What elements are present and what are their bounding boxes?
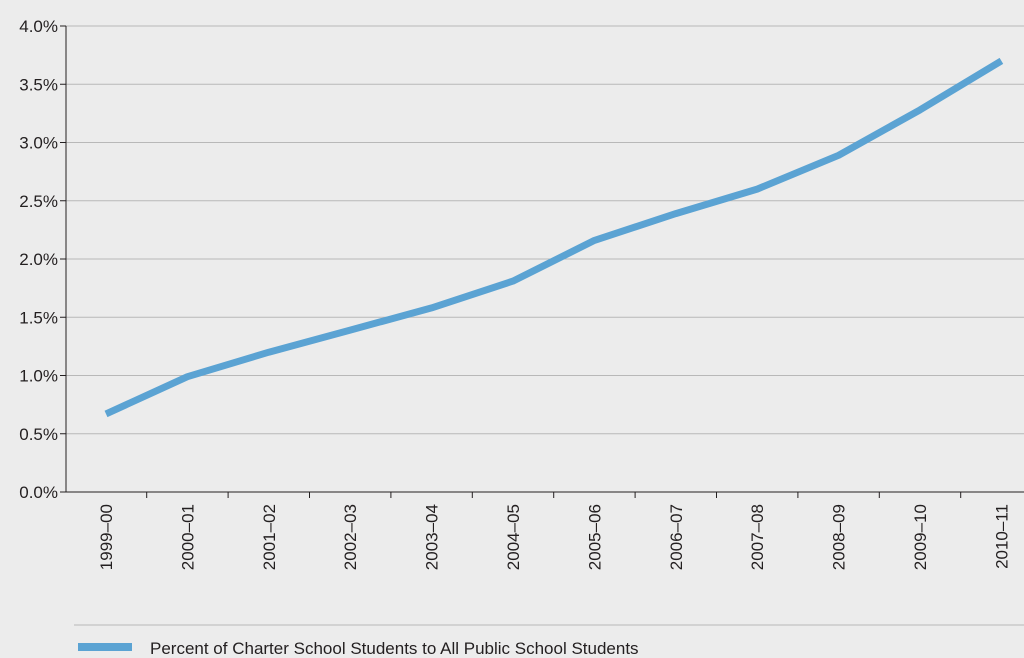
y-tick-label: 2.0% xyxy=(19,250,58,269)
y-tick-label: 1.0% xyxy=(19,367,58,386)
x-tick-label: 2000–01 xyxy=(178,504,197,570)
x-tick-label: 2003–04 xyxy=(423,504,442,570)
x-tick-label: 2006–07 xyxy=(667,504,686,570)
y-axis: 0.0% 0.5% 1.0% 1.5% 2.0% 2.5% 3.0% 3.5% 4.0% xyxy=(19,17,67,502)
x-tick-label: 2007–08 xyxy=(748,504,767,570)
y-tick-label: 2.5% xyxy=(19,192,58,211)
x-tick-label: 2008–09 xyxy=(830,504,849,570)
legend: Percent of Charter School Students to Al… xyxy=(78,639,639,658)
x-axis: 1999–00 2000–01 2001–02 2002–03 2003–04 2004–… xyxy=(66,491,1024,570)
x-tick-label: 2009–10 xyxy=(911,504,930,570)
x-tick-label: 2005–06 xyxy=(585,504,604,570)
x-tick-label: 2004–05 xyxy=(504,504,523,570)
legend-swatch xyxy=(78,643,132,651)
series-line xyxy=(104,57,1004,418)
x-tick-label: 2010–11 xyxy=(992,504,1011,569)
gridlines xyxy=(66,25,1024,435)
y-tick-label: 3.0% xyxy=(19,134,58,153)
series-layer xyxy=(104,57,1004,418)
y-tick-label: 0.5% xyxy=(19,425,58,444)
y-tick-label: 0.0% xyxy=(19,483,58,502)
y-tick-label: 3.5% xyxy=(19,75,58,94)
x-tick-label: 2001–02 xyxy=(260,504,279,570)
y-tick-label: 4.0% xyxy=(19,17,58,36)
x-tick-label: 2002–03 xyxy=(341,504,360,570)
y-tick-label: 1.5% xyxy=(19,308,58,327)
legend-label: Percent of Charter School Students to Al… xyxy=(150,639,639,658)
x-tick-label: 1999–00 xyxy=(97,504,116,570)
